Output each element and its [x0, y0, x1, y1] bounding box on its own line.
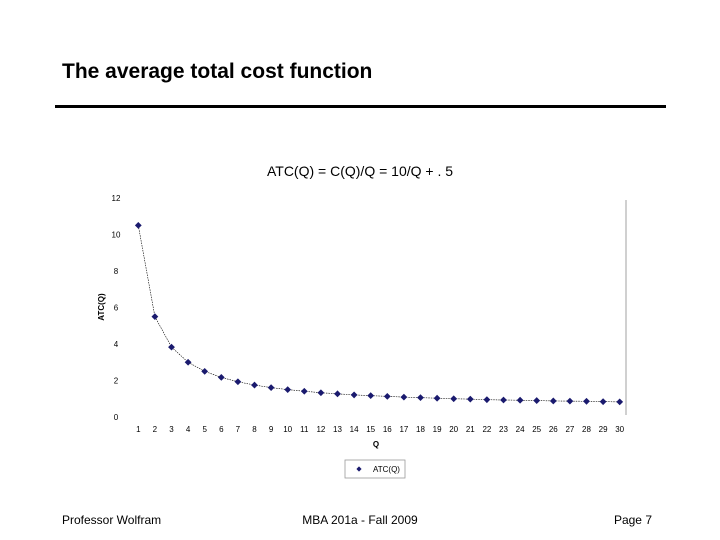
- legend-marker: [356, 466, 362, 472]
- x-tick-label: 4: [186, 425, 191, 434]
- x-tick-label: 13: [333, 425, 342, 434]
- x-tick-label: 28: [582, 425, 591, 434]
- x-tick-label: 29: [599, 425, 608, 434]
- data-point: [134, 221, 142, 229]
- x-tick-label: 10: [283, 425, 292, 434]
- data-point: [599, 398, 607, 406]
- x-tick-label: 3: [169, 425, 174, 434]
- y-tick-label: 4: [114, 340, 119, 349]
- y-tick-label: 8: [114, 267, 119, 276]
- x-tick-label: 6: [219, 425, 224, 434]
- x-tick-label: 9: [269, 425, 274, 434]
- x-tick-label: 23: [499, 425, 508, 434]
- footer-course: MBA 201a - Fall 2009: [302, 513, 418, 527]
- x-tick-label: 2: [153, 425, 158, 434]
- data-point: [616, 398, 624, 406]
- x-tick-label: 12: [316, 425, 325, 434]
- x-tick-label: 18: [416, 425, 425, 434]
- data-point: [549, 397, 557, 405]
- legend-box: [344, 459, 406, 479]
- x-axis-label: Q: [373, 440, 379, 449]
- footer-page-number: Page 7: [613, 513, 652, 527]
- data-point: [367, 392, 375, 400]
- x-tick-label: 16: [383, 425, 392, 434]
- data-point: [433, 394, 441, 402]
- data-point: [334, 390, 341, 398]
- x-tick-label: 22: [482, 425, 491, 434]
- data-point: [350, 391, 358, 399]
- data-point: [168, 343, 175, 351]
- x-tick-label: 19: [433, 425, 442, 434]
- x-tick-label: 1: [136, 425, 141, 434]
- data-point: [201, 367, 209, 375]
- data-point: [566, 397, 574, 405]
- x-tick-label: 21: [466, 425, 475, 434]
- y-tick-label: 0: [114, 413, 119, 422]
- data-point: [284, 386, 292, 394]
- x-tick-label: 20: [449, 425, 458, 434]
- data-point: [267, 384, 275, 392]
- data-point: [417, 394, 424, 402]
- data-point: [217, 373, 225, 381]
- y-axis-label: ATC(Q): [97, 293, 106, 321]
- legend-label: ATC(Q): [373, 465, 400, 474]
- chart-title: ATC(Q) = C(Q)/Q = 10/Q + . 5: [266, 163, 454, 179]
- x-tick-label: 25: [532, 425, 541, 434]
- slide-title: The average total cost function: [62, 60, 373, 83]
- data-point: [533, 397, 541, 404]
- data-point: [400, 393, 408, 401]
- data-point: [483, 396, 491, 404]
- data-point: [234, 378, 242, 386]
- x-tick-label: 11: [300, 425, 309, 434]
- data-point: [317, 389, 325, 397]
- data-point: [450, 395, 458, 403]
- x-tick-label: 24: [516, 425, 525, 434]
- data-point: [151, 313, 159, 321]
- x-tick-label: 27: [565, 425, 574, 434]
- data-point: [184, 358, 192, 366]
- x-tick-label: 8: [252, 425, 257, 434]
- data-point: [516, 396, 524, 404]
- x-tick-label: 26: [549, 425, 558, 434]
- y-tick-label: 12: [112, 194, 121, 203]
- data-point: [251, 381, 258, 389]
- x-tick-label: 7: [236, 425, 241, 434]
- footer-author: Professor Wolfram: [62, 513, 162, 527]
- title-divider: [55, 105, 666, 108]
- data-point: [583, 397, 590, 405]
- x-tick-label: 15: [366, 425, 375, 434]
- x-tick-label: 30: [615, 425, 624, 434]
- x-tick-label: 14: [350, 425, 359, 434]
- data-point: [383, 392, 391, 400]
- y-tick-label: 6: [114, 304, 119, 313]
- x-tick-label: 5: [202, 425, 207, 434]
- series-line: [138, 225, 620, 403]
- x-tick-label: 17: [399, 425, 408, 434]
- y-tick-label: 10: [112, 231, 121, 240]
- y-tick-label: 2: [114, 377, 119, 386]
- data-point: [300, 387, 308, 395]
- data-point: [500, 396, 507, 404]
- data-point: [466, 395, 474, 403]
